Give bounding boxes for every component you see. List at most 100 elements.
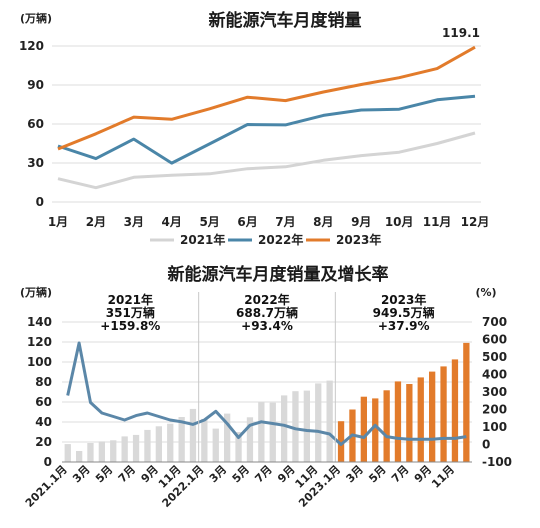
chart2-growth-line [66,341,467,446]
chart1-y-unit: (万辆) [20,11,52,25]
chart2-x-tick-label: 5月 [230,463,252,485]
chart2-x-tick-label: 5月 [366,463,388,485]
monthly-sales-line-chart: 新能源汽车月度销量 (万辆) 0 30 60 90 120 1月 2月 3月 4月 5月 6月 7月… [19,10,489,247]
chart2-sales-bar [98,441,105,462]
chart2-sales-bar [281,395,288,462]
chart2-x-tick-label: 2021.1月 [23,463,70,510]
chart2-sales-bar [394,381,402,462]
chart2-sales-bar [110,440,117,462]
chart2-sales-bar [246,417,254,462]
chart1-series-line-2 [57,45,476,151]
chart2-x-tick-label: 7月 [389,463,411,485]
chart1-y-tick-label: 30 [27,156,44,170]
chart2-sales-bar [189,408,197,462]
chart2-sales-bar [337,421,345,462]
chart2-sales-bar [235,432,242,462]
chart2-sales-bar [372,398,379,462]
chart2-sales-bar [463,342,470,462]
chart2-x-tick-label: 3月 [70,463,92,485]
chart2-period-note-line: 2021年 [108,292,153,307]
chart1-x-tick-label: 2月 [86,215,106,229]
chart1-x-tick-label: 11月 [423,215,452,229]
chart2-y-tick-label: 0 [44,455,52,469]
chart1-x-tick-label: 6月 [237,215,257,229]
chart1-peak-annotation: 119.1 [442,26,480,40]
chart2-sales-bar [383,390,390,462]
chart1-y-tick-label: 0 [36,195,44,209]
chart2-y2-ticks: -100 0 100 200 300 400 500 600 700 [482,315,512,469]
chart2-y2-tick-label: 400 [482,368,507,382]
chart1-y-tick-label: 60 [27,117,44,131]
chart1-y-ticks: 0 30 60 90 120 [19,39,44,209]
chart2-y-tick-label: 40 [35,415,52,429]
chart2-y2-tick-label: 500 [482,350,507,364]
chart2-sales-bar [167,423,174,462]
chart2-y2-tick-label: 600 [482,333,507,347]
chart2-sales-bar [64,444,71,462]
chart2-x-tick-label: 7月 [116,463,138,485]
chart2-y2-tick-label: -100 [482,455,512,469]
chart1-legend-label: 2023年 [336,232,381,247]
chart2-sales-bar [178,417,185,462]
chart1-x-tick-label: 9月 [351,215,371,229]
chart2-title: 新能源汽车月度销量及增长率 [168,264,389,285]
chart2-y-tick-label: 20 [35,435,52,449]
chart2-sales-bar [224,413,231,462]
chart1-x-tick-label: 8月 [313,215,333,229]
chart1-x-ticks: 1月 2月 3月 4月 5月 6月 7月 8月 9月 10月 11月 12月 [48,215,490,229]
chart2-y-tick-label: 80 [35,375,52,389]
chart2-sales-bar [406,384,413,462]
chart1-title: 新能源汽车月度销量 [209,10,362,31]
chart2-period-note-line: +159.8% [100,319,160,333]
chart2-period-note-line: +37.9% [378,319,430,333]
chart1-x-tick-label: 1月 [48,215,68,229]
chart2-y2-tick-label: 700 [482,315,507,329]
chart2-y-tick-label: 120 [27,335,52,349]
chart2-sales-bar [76,451,83,462]
chart2-sales-bar [212,428,219,462]
chart2-sales-bar [201,418,208,462]
chart2-period-note-line: 351万辆 [106,305,155,320]
chart1-legend: 2021年 2022年 2023年 [150,232,381,247]
chart2-sales-bar [451,359,459,462]
chart2-x-tick-label: 11月 [429,463,457,491]
chart2-sales-bar [132,434,140,462]
chart2-y-tick-label: 100 [27,355,52,369]
chart2-period-note-line: 688.7万辆 [236,305,298,320]
chart2-sales-bar [440,366,447,462]
chart2-sales-bar [258,402,265,462]
chart2-x-tick-label: 5月 [93,463,115,485]
chart2-sales-bar [315,383,322,462]
chart2-y-tick-label: 60 [35,395,52,409]
chart1-x-tick-label: 10月 [385,215,414,229]
chart1-legend-label: 2021年 [180,232,225,247]
chart2-sales-bar [429,371,436,462]
chart2-y-unit: (万辆) [20,285,52,299]
chart2-sales-bar [303,390,310,462]
chart1-legend-label: 2022年 [258,232,303,247]
chart2-y2-tick-label: 100 [482,420,507,434]
chart2-sales-bar [360,396,367,462]
chart2-x-tick-label: 3月 [344,463,366,485]
chart1-y-tick-label: 120 [19,39,44,53]
chart2-y-ticks: 0 20 40 60 80 100 120 140 [27,315,52,469]
chart1-x-tick-label: 4月 [162,215,182,229]
chart2-y2-tick-label: 300 [482,385,507,399]
chart1-x-tick-label: 7月 [275,215,295,229]
chart2-period-note-line: 949.5万辆 [373,305,435,320]
chart2-sales-bar [326,380,333,462]
chart2-year-dividers [62,292,472,463]
chart2-y2-tick-label: 200 [482,403,507,417]
chart2-y2-tick-label: 0 [482,438,490,452]
chart1-series-line-0 [57,131,476,190]
chart1-x-tick-label: 3月 [124,215,144,229]
chart2-y-tick-label: 140 [27,315,52,329]
chart2-sales-bar [87,443,94,462]
chart2-period-note-line: 2022年 [244,292,289,307]
chart2-x-tick-label: 3月 [207,463,229,485]
chart2-sales-bar [292,391,299,462]
chart2-sales-bar [269,402,276,462]
